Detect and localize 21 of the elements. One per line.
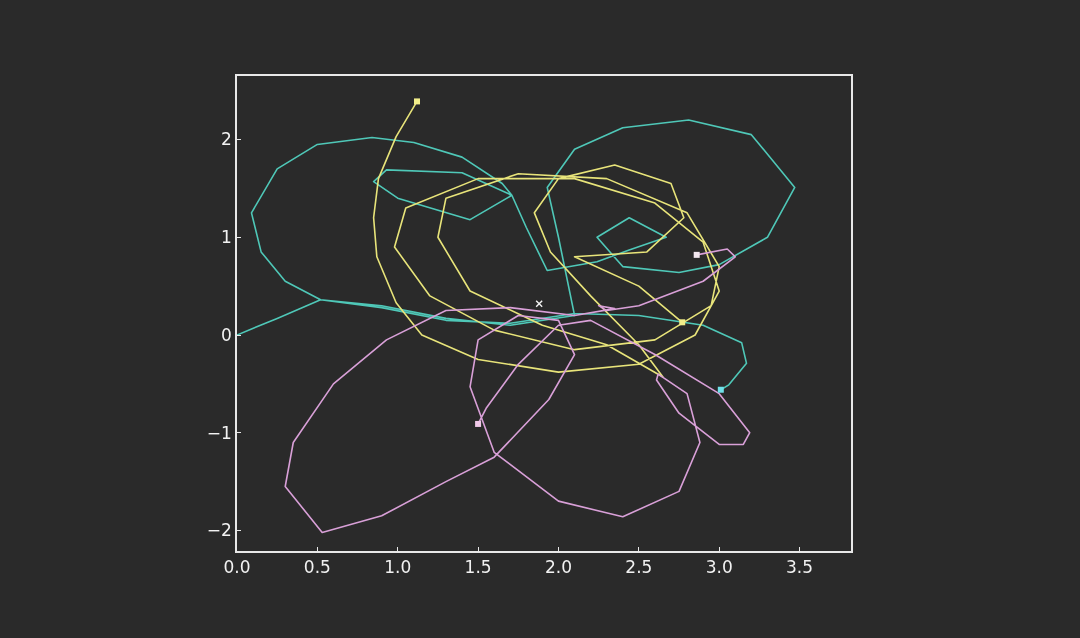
x-tick-label: 1.0 — [384, 557, 412, 578]
x-tick-label: 1.5 — [464, 557, 492, 578]
x-tick-label: 0.5 — [303, 557, 331, 578]
point — [414, 98, 421, 105]
y-tick-label: 0 — [221, 324, 232, 345]
point — [679, 319, 686, 326]
x-tick-label: 3.0 — [705, 557, 733, 578]
x-tick-label: 3.5 — [786, 557, 814, 578]
y-tick-label: −2 — [206, 520, 232, 541]
x-tick-label: 0.0 — [223, 557, 251, 578]
y-tick-label: 2 — [221, 129, 232, 150]
point — [693, 251, 700, 258]
y-tick-label: −1 — [206, 422, 232, 443]
line-series — [284, 248, 751, 534]
y-tick-label: 1 — [221, 227, 232, 248]
x-tick-label: 2.0 — [544, 557, 572, 578]
x-tick-label: 2.5 — [625, 557, 653, 578]
point — [717, 386, 724, 393]
line-series — [237, 119, 796, 391]
point — [535, 300, 543, 308]
point — [475, 420, 482, 427]
